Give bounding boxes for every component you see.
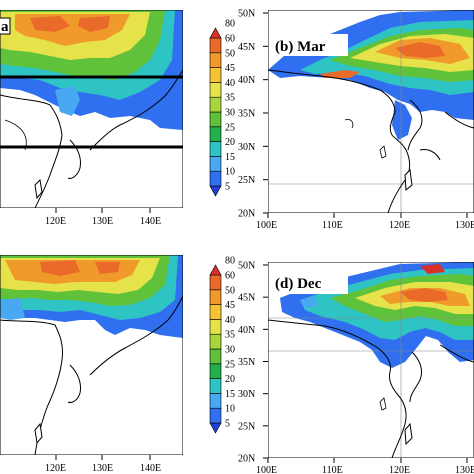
panel-d-x-ticks: 100E 110E 120E 130E [256, 458, 474, 474]
y-tick-label: 20N [238, 209, 255, 220]
colorbar-top: 5 10 15 20 25 30 35 40 45 50 60 80 [209, 19, 235, 197]
colorbar-swatch [209, 52, 222, 68]
colorbar-bottom: 5 10 15 20 25 30 35 40 45 50 60 80 [209, 256, 235, 434]
panel-b: (b) Mar [268, 10, 474, 213]
colorbar-label: 5 [225, 419, 230, 430]
colorbar-label: 10 [225, 404, 235, 415]
panel-b-title: (b) Mar [275, 39, 326, 55]
colorbar-label: 30 [225, 108, 235, 119]
colorbar-label: 30 [225, 345, 235, 356]
colorbar-swatch [209, 37, 222, 54]
colorbar-swatch [209, 141, 222, 157]
colorbar-label: 25 [225, 359, 235, 370]
colorbar-label: 80 [225, 256, 235, 267]
colorbar-swatch [209, 274, 222, 291]
colorbar-swatch [209, 96, 222, 113]
colorbar-swatch [209, 156, 222, 172]
colorbar-swatch [209, 185, 222, 197]
panel-a-title-fragment: a [1, 19, 9, 35]
colorbar-label: 60 [225, 34, 235, 45]
colorbar-swatch [209, 289, 222, 305]
colorbar-swatch [209, 67, 222, 83]
x-tick-label: 110E [322, 220, 343, 231]
colorbar-swatch [209, 170, 222, 187]
x-tick-label: 100E [256, 465, 277, 474]
y-tick-label: 40N [238, 75, 255, 86]
panel-a: a [0, 10, 183, 208]
colorbar-swatch [209, 363, 222, 379]
y-tick-label: 35N [238, 357, 255, 368]
x-tick-label: 140E [140, 463, 161, 474]
y-tick-label: 25N [238, 175, 255, 186]
colorbar-swatch [209, 333, 222, 350]
y-tick-label: 20N [238, 454, 255, 465]
y-tick-label: 35N [238, 109, 255, 120]
colorbar-swatch [209, 407, 222, 424]
colorbar-label: 80 [225, 19, 235, 30]
y-tick-label: 30N [238, 142, 255, 153]
x-tick-label: 120E [45, 216, 66, 227]
colorbar-label: 25 [225, 122, 235, 133]
x-tick-label: 130E [455, 465, 474, 474]
colorbar-label: 45 [225, 63, 235, 74]
panel-d: (d) Dec [268, 262, 474, 458]
colorbar-label: 50 [225, 48, 235, 59]
y-tick-label: 45N [238, 293, 255, 304]
x-tick-label: 100E [256, 220, 277, 231]
panel-d-y-ticks: 20N 25N 30N 35N 40N 45N 50N [238, 261, 268, 465]
colorbar-label: 35 [225, 330, 235, 341]
colorbar-swatch [209, 264, 222, 276]
panel-c [0, 255, 183, 455]
colorbar-label: 15 [225, 389, 235, 400]
panel-c-x-ticks: 120E 130E 140E [45, 455, 161, 474]
colorbar-label: 40 [225, 78, 235, 89]
colorbar-swatch [209, 27, 222, 39]
colorbar-label: 20 [225, 137, 235, 148]
x-tick-label: 130E [455, 220, 474, 231]
panel-d-title: (d) Dec [275, 276, 322, 292]
colorbar-label: 20 [225, 374, 235, 385]
colorbar-swatch [209, 111, 222, 128]
colorbar-swatch [209, 319, 222, 335]
x-tick-label: 120E [389, 465, 410, 474]
colorbar-swatch [209, 348, 222, 365]
panel-a-x-ticks: 120E 130E 140E [45, 208, 161, 227]
panel-b-x-ticks: 100E 110E 120E 130E [256, 213, 474, 231]
colorbar-label: 10 [225, 167, 235, 178]
y-tick-label: 50N [238, 9, 255, 20]
colorbar-label: 15 [225, 152, 235, 163]
x-tick-label: 110E [322, 465, 343, 474]
y-tick-label: 25N [238, 421, 255, 432]
colorbar-label: 60 [225, 271, 235, 282]
y-tick-label: 40N [238, 325, 255, 336]
colorbar-swatch [209, 82, 222, 98]
x-tick-label: 130E [92, 463, 113, 474]
y-tick-label: 50N [238, 261, 255, 272]
x-tick-label: 120E [45, 463, 66, 474]
x-tick-label: 130E [92, 216, 113, 227]
colorbar-label: 5 [225, 182, 230, 193]
colorbar-swatch [209, 126, 222, 142]
colorbar-swatch [209, 378, 222, 394]
panel-b-y-ticks: 20N 25N 30N 35N 40N 45N 50N [238, 9, 268, 220]
y-tick-label: 45N [238, 42, 255, 53]
y-tick-label: 30N [238, 389, 255, 400]
colorbar-label: 50 [225, 285, 235, 296]
colorbar-swatch [209, 304, 222, 320]
colorbar-label: 40 [225, 315, 235, 326]
x-tick-label: 120E [389, 220, 410, 231]
colorbar-label: 45 [225, 300, 235, 311]
x-tick-label: 140E [140, 216, 161, 227]
colorbar-swatch [209, 422, 222, 434]
colorbar-swatch [209, 393, 222, 409]
colorbar-label: 35 [225, 93, 235, 104]
